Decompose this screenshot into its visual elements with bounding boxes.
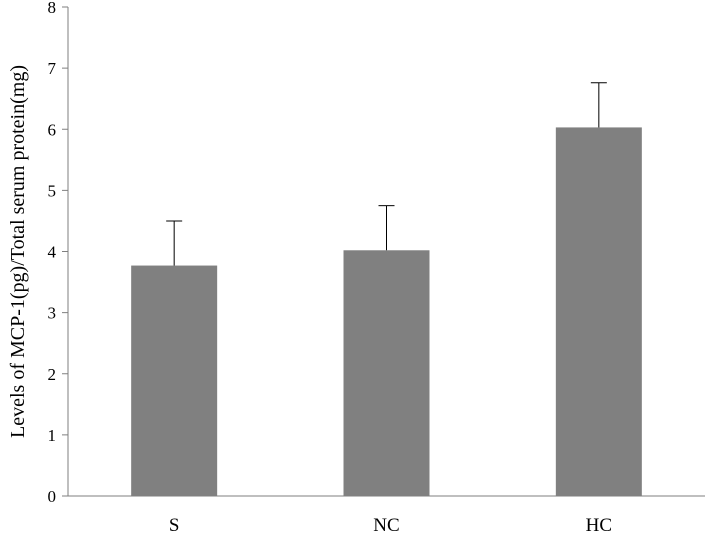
y-tick-label: 6 xyxy=(48,120,57,139)
x-axis-labels: S NC HC xyxy=(169,515,612,536)
x-category-label: S xyxy=(169,515,180,536)
y-axis-ticks: 0 1 2 3 4 5 6 7 8 xyxy=(48,0,68,506)
bar-nc xyxy=(343,250,430,496)
y-tick-label: 4 xyxy=(48,243,57,262)
y-tick-label: 1 xyxy=(48,426,57,445)
y-axis-title: Levels of MCP-1(pg)/Total serum protein(… xyxy=(7,65,29,438)
x-category-label: NC xyxy=(373,515,399,536)
error-bars-group xyxy=(166,82,607,266)
y-tick-label: 0 xyxy=(48,487,57,506)
bars-group xyxy=(131,127,642,496)
y-tick-label: 8 xyxy=(48,0,57,17)
bar-s xyxy=(131,265,218,496)
y-tick-label: 3 xyxy=(48,304,57,323)
y-tick-label: 7 xyxy=(48,59,57,78)
x-category-label: HC xyxy=(586,515,612,536)
bar-hc xyxy=(555,127,642,496)
y-tick-label: 2 xyxy=(48,365,57,384)
y-tick-label: 5 xyxy=(48,181,57,200)
